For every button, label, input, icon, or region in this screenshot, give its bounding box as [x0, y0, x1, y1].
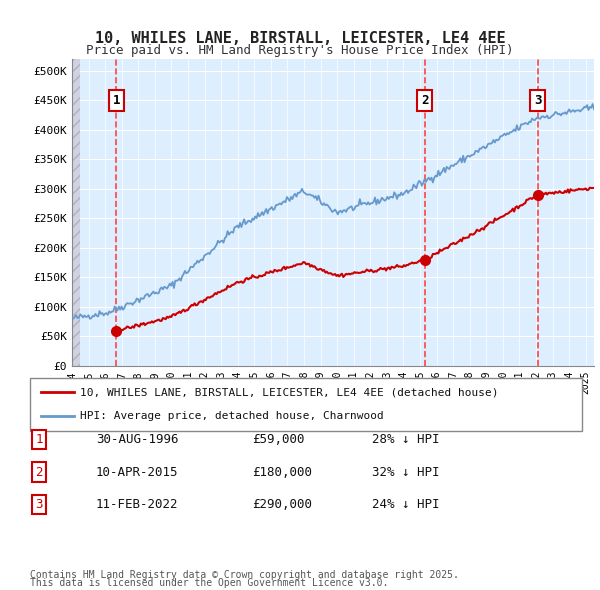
- Text: HPI: Average price, detached house, Charnwood: HPI: Average price, detached house, Char…: [80, 411, 383, 421]
- Text: 10-APR-2015: 10-APR-2015: [96, 466, 179, 478]
- Text: 1: 1: [112, 94, 120, 107]
- Text: £180,000: £180,000: [252, 466, 312, 478]
- Bar: [72, 59, 80, 366]
- Text: 11-FEB-2022: 11-FEB-2022: [96, 498, 179, 511]
- Text: Price paid vs. HM Land Registry's House Price Index (HPI): Price paid vs. HM Land Registry's House …: [86, 44, 514, 57]
- Text: 3: 3: [35, 498, 43, 511]
- Text: £290,000: £290,000: [252, 498, 312, 511]
- Text: 1: 1: [35, 433, 43, 446]
- Text: Contains HM Land Registry data © Crown copyright and database right 2025.: Contains HM Land Registry data © Crown c…: [30, 571, 459, 580]
- Text: 2: 2: [421, 94, 428, 107]
- Text: 24% ↓ HPI: 24% ↓ HPI: [372, 498, 439, 511]
- Text: 3: 3: [534, 94, 542, 107]
- Text: 10, WHILES LANE, BIRSTALL, LEICESTER, LE4 4EE: 10, WHILES LANE, BIRSTALL, LEICESTER, LE…: [95, 31, 505, 46]
- Text: £59,000: £59,000: [252, 433, 305, 446]
- Text: 28% ↓ HPI: 28% ↓ HPI: [372, 433, 439, 446]
- Text: 2: 2: [35, 466, 43, 478]
- Text: 10, WHILES LANE, BIRSTALL, LEICESTER, LE4 4EE (detached house): 10, WHILES LANE, BIRSTALL, LEICESTER, LE…: [80, 388, 498, 398]
- FancyBboxPatch shape: [30, 378, 582, 431]
- Text: 30-AUG-1996: 30-AUG-1996: [96, 433, 179, 446]
- Text: 32% ↓ HPI: 32% ↓ HPI: [372, 466, 439, 478]
- Text: This data is licensed under the Open Government Licence v3.0.: This data is licensed under the Open Gov…: [30, 578, 388, 588]
